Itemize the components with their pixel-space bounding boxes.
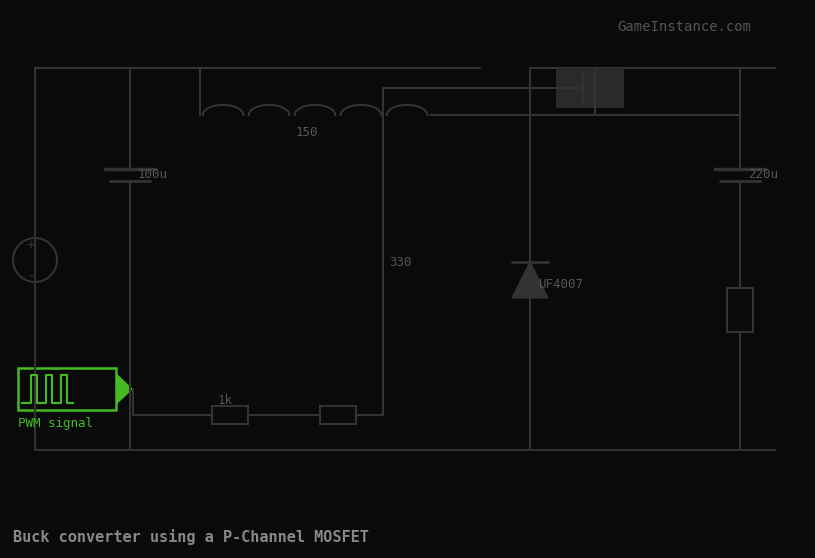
Text: 1k: 1k	[218, 395, 232, 407]
Text: 100u: 100u	[138, 169, 168, 181]
Text: 150: 150	[296, 127, 318, 140]
Polygon shape	[512, 262, 548, 298]
Bar	[212, 406, 248, 424]
Text: Buck converter using a P-Channel MOSFET: Buck converter using a P-Channel MOSFET	[13, 529, 369, 545]
Text: 220u: 220u	[748, 169, 778, 181]
Text: PWM signal: PWM signal	[18, 416, 93, 430]
Polygon shape	[116, 373, 133, 405]
Bar	[320, 406, 356, 424]
Bar	[727, 288, 753, 332]
Text: -: -	[26, 267, 36, 282]
Text: 330: 330	[389, 257, 412, 270]
Bar	[18, 368, 116, 410]
Text: GameInstance.com: GameInstance.com	[617, 20, 751, 34]
Text: UF4007: UF4007	[538, 278, 583, 291]
Bar	[556, 68, 624, 108]
Text: +: +	[27, 238, 35, 252]
